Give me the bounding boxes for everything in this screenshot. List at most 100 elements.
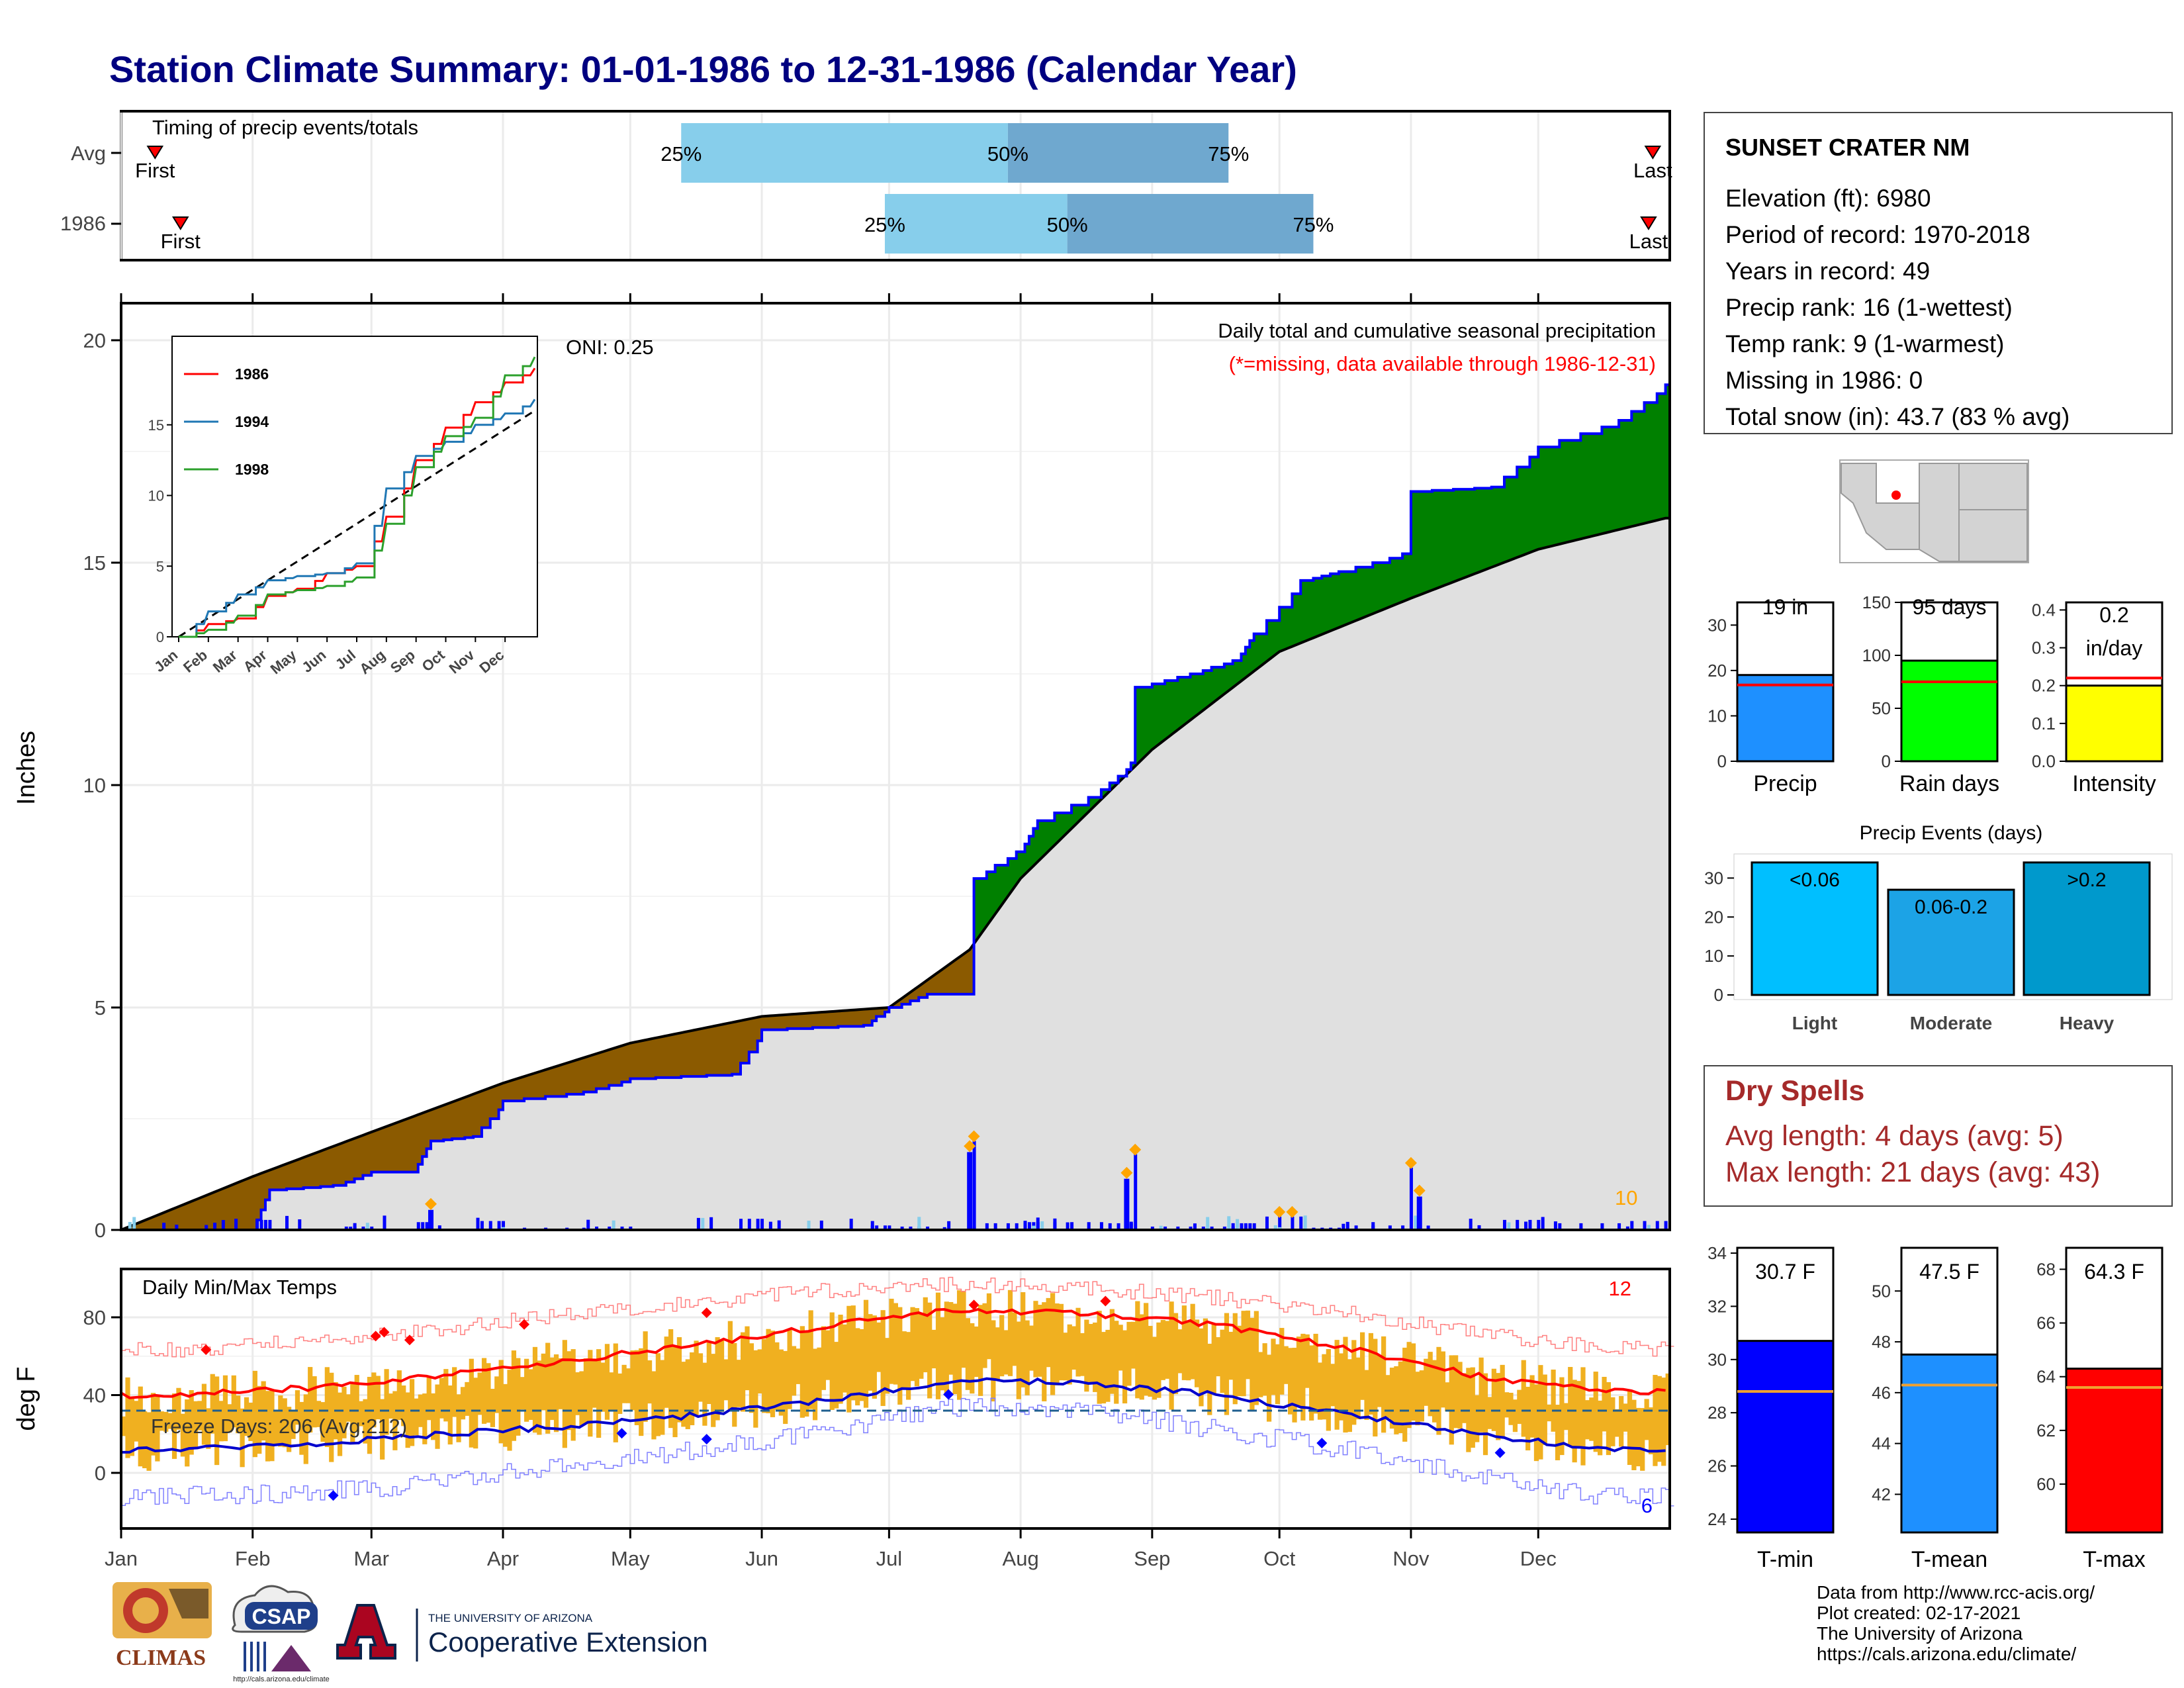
precip-events-title: Precip Events (days) <box>1860 822 2043 844</box>
mini-bar-ytick-label: 0.2 <box>2032 676 2056 696</box>
daily-temp-bar <box>574 1372 580 1415</box>
daily-temp-bar <box>681 1362 686 1427</box>
daily-precip-bar <box>1222 1226 1226 1230</box>
daily-precip-bar <box>972 1227 976 1230</box>
footer-url: https://cals.arizona.edu/climate/ <box>1817 1644 2077 1664</box>
daily-temp-bar <box>1088 1324 1093 1383</box>
daily-precip-bar <box>1278 1227 1282 1230</box>
daily-temp-bar <box>796 1348 801 1384</box>
month-tick-label: May <box>611 1547 650 1570</box>
event-bar-label: 0.06-0.2 <box>1915 896 1987 918</box>
timing-p50-label: 50% <box>987 142 1028 165</box>
daily-temp-bar <box>702 1362 707 1426</box>
daily-temp-bar <box>1614 1409 1619 1437</box>
daily-temp-bar <box>1610 1397 1615 1446</box>
daily-temp-bar <box>625 1368 631 1403</box>
heavy-precip-marker <box>1129 1143 1142 1156</box>
daily-temp-bar <box>1037 1305 1042 1377</box>
temp-bar-value-label: 30.7 F <box>1755 1260 1815 1284</box>
mini-bar-rain-days <box>1900 659 1999 763</box>
heavy-precip-marker <box>1404 1156 1417 1169</box>
daily-temp-bar <box>592 1360 597 1408</box>
month-tick-label: Dec <box>1520 1547 1557 1570</box>
last-label: Last <box>1629 230 1668 253</box>
daily-precip-bar <box>909 1226 913 1230</box>
daily-temp-bar <box>545 1342 551 1434</box>
daily-precip-bar <box>1015 1223 1019 1230</box>
heavy-precip-marker <box>1273 1205 1286 1218</box>
dry-spells-box: Dry Spells Avg length: 4 days (avg: 5) M… <box>1704 1065 2173 1207</box>
daily-temp-bar <box>1207 1343 1212 1415</box>
daily-precip-bar <box>1524 1221 1528 1230</box>
daily-temp-bar <box>473 1378 478 1449</box>
record-low-marker <box>943 1389 954 1400</box>
daily-temp-bar <box>1440 1351 1446 1408</box>
daily-temp-bar <box>965 1318 970 1390</box>
temp-ylabel: deg F <box>13 1366 40 1430</box>
daily-temp-bar <box>477 1372 482 1415</box>
daily-temp-bar <box>749 1343 754 1413</box>
daily-precip-bar <box>1244 1223 1248 1230</box>
daily-temp-bar <box>863 1299 869 1408</box>
daily-precip-bar <box>1150 1226 1154 1230</box>
daily-precip-bar <box>926 1226 930 1230</box>
temp-ytick-label: 80 <box>83 1306 106 1329</box>
record-low-marker <box>1494 1447 1506 1458</box>
mini-bar-ytick-label: 10 <box>1707 706 1727 726</box>
daily-temp-bar <box>189 1390 194 1455</box>
inset-ytick-label: 5 <box>156 558 164 575</box>
ua-small-text: THE UNIVERSITY OF ARIZONA <box>428 1612 593 1624</box>
daily-temp-bar <box>180 1413 185 1457</box>
dry-spells-title: Dry Spells <box>1725 1075 1864 1107</box>
precip-ytick-label: 15 <box>83 551 106 575</box>
daily-temp-bar <box>821 1326 827 1390</box>
daily-temp-bar <box>1173 1313 1179 1395</box>
daily-temp-bar <box>1648 1407 1654 1454</box>
daily-temp-bar <box>329 1372 334 1462</box>
timing-bar-q3 <box>1067 194 1314 254</box>
daily-precip-bar <box>1032 1225 1036 1230</box>
daily-precip-bar <box>1070 1222 1074 1230</box>
daily-temp-bar <box>155 1396 160 1462</box>
daily-precip-bar <box>1345 1221 1349 1230</box>
daily-temp-bar <box>970 1323 975 1394</box>
daily-precip-bar <box>268 1219 272 1230</box>
daily-temp-bar <box>125 1377 130 1458</box>
locator-map <box>1839 459 2029 563</box>
daily-temp-bar <box>312 1376 317 1428</box>
daily-temp-bar <box>1058 1303 1064 1381</box>
mini-bar-value-label: 0.2 <box>2099 603 2128 627</box>
daily-temp-bar <box>1576 1381 1582 1448</box>
daily-precip-bar <box>1541 1217 1545 1230</box>
precip-ytick-label: 0 <box>95 1219 106 1242</box>
daily-temp-bar <box>1084 1319 1089 1392</box>
daily-precip-bar <box>883 1225 887 1230</box>
daily-precip-bar <box>349 1227 353 1230</box>
daily-precip-bar <box>756 1219 760 1230</box>
daily-temp-bar <box>1135 1301 1140 1399</box>
daily-precip-bar <box>1414 1215 1418 1230</box>
precip-missing-note: (*=missing, data available through 1986-… <box>1229 352 1656 375</box>
record-high-marker <box>701 1307 712 1319</box>
daily-temp-bar <box>524 1358 529 1422</box>
daily-temp-bar <box>210 1374 215 1434</box>
daily-temp-bar <box>634 1350 639 1425</box>
daily-temp-bar <box>159 1411 164 1431</box>
daily-temp-bar <box>163 1411 169 1432</box>
month-tick-label: Jul <box>876 1547 903 1570</box>
temp-bar-value-label: 64.3 F <box>2084 1260 2144 1284</box>
daily-temp-bar <box>1021 1292 1026 1387</box>
daily-precip-bar <box>608 1226 612 1230</box>
daily-temp-bar <box>295 1390 300 1425</box>
daily-temp-bar <box>1529 1375 1535 1438</box>
daily-temp-bar <box>1028 1325 1034 1371</box>
station-elevation: Elevation (ft): 6980 <box>1725 185 1931 212</box>
daily-precip-bar <box>985 1223 989 1230</box>
heavy-precip-marker <box>1413 1184 1426 1197</box>
daily-temp-bar <box>1241 1311 1246 1397</box>
inset-ytick-label: 15 <box>148 417 164 434</box>
daily-temp-bar <box>341 1386 347 1438</box>
daily-temp-bar <box>1220 1329 1225 1393</box>
daily-precip-bar <box>205 1225 208 1230</box>
daily-precip-bar <box>162 1223 166 1230</box>
